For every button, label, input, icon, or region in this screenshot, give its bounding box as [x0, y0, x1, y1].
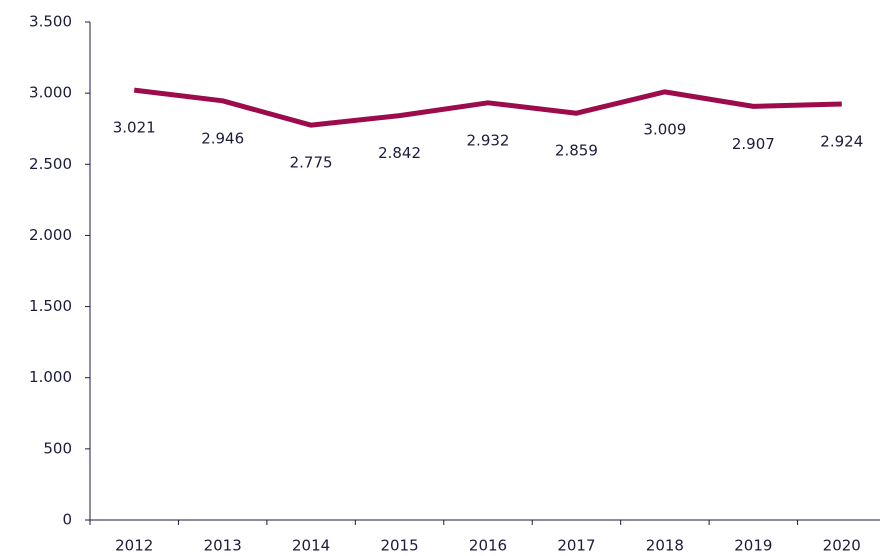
- y-tick-label: 1.000: [29, 368, 72, 386]
- x-tick-label: 2017: [557, 537, 595, 555]
- y-tick-label: 2.000: [29, 226, 72, 244]
- data-label: 2.907: [732, 135, 775, 153]
- data-label: 3.009: [643, 120, 686, 138]
- y-tick-label: 2.500: [29, 155, 72, 173]
- y-tick-label: 0: [62, 511, 72, 529]
- data-label: 2.946: [201, 129, 244, 147]
- y-tick-label: 3.500: [29, 13, 72, 31]
- data-label: 2.924: [820, 132, 863, 150]
- data-label: 3.021: [113, 119, 156, 137]
- data-label: 2.859: [555, 142, 598, 160]
- x-tick-label: 2018: [646, 537, 684, 555]
- x-tick-label: 2019: [734, 537, 772, 555]
- data-label: 2.842: [378, 144, 421, 162]
- x-tick-label: 2014: [292, 537, 330, 555]
- data-label: 2.775: [290, 154, 333, 172]
- x-tick-label: 2020: [823, 537, 861, 555]
- y-tick-label: 1.500: [29, 297, 72, 315]
- data-label: 2.932: [467, 131, 510, 149]
- y-tick-label: 500: [43, 439, 72, 457]
- data-line: [133, 87, 842, 128]
- x-tick-label: 2015: [380, 537, 418, 555]
- x-tick-label: 2013: [204, 537, 242, 555]
- y-tick-label: 3.000: [29, 84, 72, 102]
- x-tick-label: 2012: [115, 537, 153, 555]
- x-tick-label: 2016: [469, 537, 507, 555]
